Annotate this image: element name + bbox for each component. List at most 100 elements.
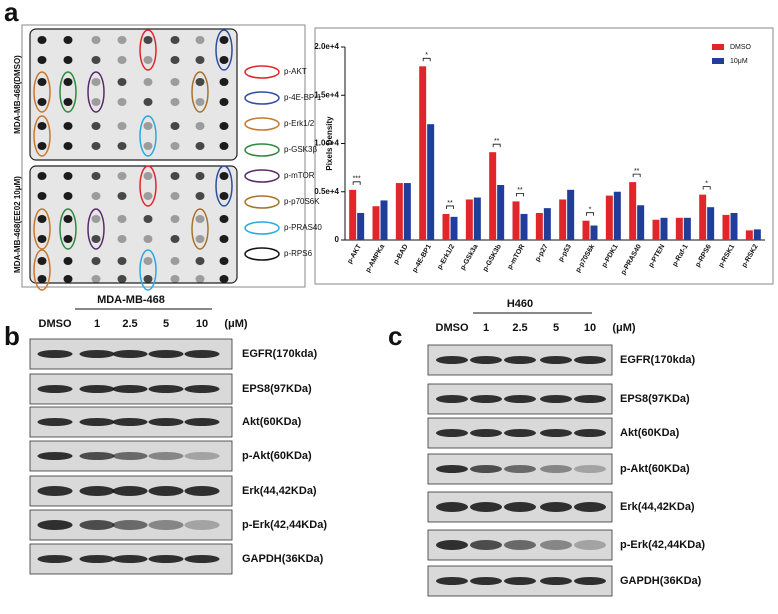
- blot-dot: [219, 172, 229, 180]
- blot-dot: [195, 78, 205, 86]
- blot-dot: [63, 122, 73, 130]
- blot-band: [504, 577, 536, 585]
- bar: [489, 152, 497, 240]
- blot-dot: [117, 122, 127, 130]
- legend-ellipse: [244, 117, 280, 131]
- blot-band: [112, 520, 148, 530]
- significance-label: **: [494, 138, 500, 145]
- legend-label: p-p70S6K: [284, 197, 320, 206]
- blot-band: [112, 385, 148, 393]
- highlight-ellipse: [33, 208, 51, 250]
- blot-dot: [37, 235, 47, 243]
- legend-ellipse: [244, 195, 280, 209]
- legend-ellipse: [244, 169, 280, 183]
- bar: [629, 182, 637, 240]
- bar: [512, 201, 520, 240]
- bar: [465, 199, 473, 240]
- row-label: Erk(44,42KDa): [620, 501, 695, 513]
- blot-dot: [170, 142, 180, 150]
- significance-bracket: [446, 205, 454, 209]
- blot-dot: [117, 192, 127, 200]
- blot-band: [184, 520, 220, 530]
- blot-band: [184, 555, 220, 563]
- blot-dot: [170, 98, 180, 106]
- row-label: Akt(60KDa): [620, 427, 680, 439]
- blot-dot: [219, 56, 229, 64]
- legend-ellipse: [244, 247, 280, 261]
- blot-band: [540, 502, 572, 512]
- blot-dot: [91, 78, 101, 86]
- y-tick-label: 1.5e+4: [314, 90, 339, 99]
- bar: [699, 194, 707, 240]
- bar: [497, 184, 505, 240]
- row-label: EPS8(97KDa): [242, 383, 312, 395]
- blot-dot: [91, 36, 101, 44]
- blot-band: [37, 486, 73, 496]
- blot-frame: [29, 165, 238, 284]
- bar: [675, 217, 683, 240]
- blot-dot: [195, 98, 205, 106]
- bar: [753, 229, 761, 240]
- significance-label: **: [517, 187, 523, 194]
- blot-dot: [63, 56, 73, 64]
- blot-dot: [195, 172, 205, 180]
- blot-dot: [63, 215, 73, 223]
- blot-dot: [219, 275, 229, 283]
- blot-dot: [37, 172, 47, 180]
- blot-dot: [117, 78, 127, 86]
- y-tick-label: 0: [335, 235, 340, 244]
- blot-dot: [219, 257, 229, 265]
- blot-dot: [143, 257, 153, 265]
- row-label: p-Akt(60KDa): [242, 450, 312, 462]
- blot-band: [504, 429, 536, 437]
- significance-label: *: [425, 52, 428, 59]
- highlight-ellipse: [59, 71, 77, 113]
- blot-band: [112, 452, 148, 460]
- blot-band: [470, 356, 502, 364]
- blot-dot: [117, 56, 127, 64]
- blot-band: [470, 395, 502, 403]
- highlight-ellipse: [33, 71, 51, 113]
- significance-label: **: [447, 200, 453, 207]
- blot-band: [37, 452, 73, 460]
- blot-dot: [195, 257, 205, 265]
- cell-line: MDA-MB-468: [97, 294, 165, 306]
- highlight-ellipse: [139, 249, 157, 291]
- blot-band: [574, 540, 606, 550]
- blot-dot: [195, 142, 205, 150]
- significance-bracket: [492, 143, 501, 148]
- legend-label: p-mTOR: [284, 171, 315, 180]
- legend-label: p-4E-BP-1: [284, 93, 322, 102]
- blot-dot: [195, 56, 205, 64]
- significance-bracket: [632, 173, 641, 178]
- blot-dot: [219, 235, 229, 243]
- highlight-ellipse: [139, 165, 157, 207]
- blot-dot: [170, 56, 180, 64]
- blot-dot: [63, 235, 73, 243]
- blot-dot: [63, 98, 73, 106]
- blot-dot: [143, 215, 153, 223]
- blot-dot: [91, 235, 101, 243]
- bar: [395, 183, 403, 240]
- row-label: p-Akt(60KDa): [620, 463, 690, 475]
- bar: [745, 230, 753, 240]
- bar: [582, 220, 590, 240]
- blot-band: [79, 418, 115, 426]
- highlight-ellipse: [87, 208, 105, 250]
- blot-band: [37, 555, 73, 563]
- blot-band: [574, 395, 606, 403]
- panel-label: b: [4, 321, 20, 351]
- blot-dot: [63, 78, 73, 86]
- row-label: GAPDH(36KDa): [620, 575, 702, 587]
- dose-unit: (μM): [612, 322, 636, 334]
- bar: [372, 206, 380, 240]
- blot-dot: [170, 235, 180, 243]
- dose-label: 1: [483, 322, 489, 334]
- blot-band: [470, 429, 502, 437]
- significance-label: ***: [353, 176, 361, 183]
- blot-band: [504, 540, 536, 550]
- dose-label: 1: [94, 318, 100, 330]
- bar: [419, 66, 427, 240]
- significance-bracket: [586, 212, 594, 216]
